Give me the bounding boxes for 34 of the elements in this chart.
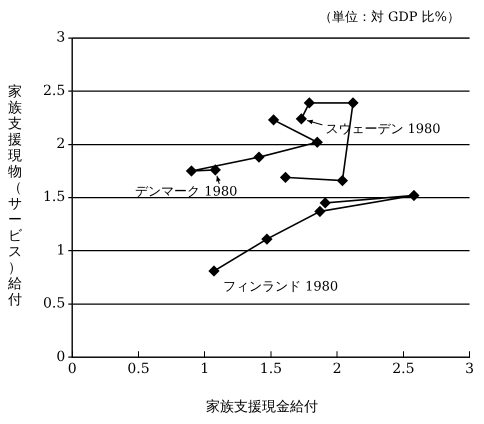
point bbox=[262, 234, 272, 244]
point bbox=[186, 166, 197, 176]
point bbox=[254, 152, 264, 162]
x-tick-label: 2 bbox=[332, 361, 342, 378]
point bbox=[312, 136, 323, 148]
y-tick-label: 2 bbox=[56, 136, 66, 152]
point bbox=[208, 266, 220, 276]
y-tick-label: 0 bbox=[56, 348, 66, 365]
y-tick-label: 1 bbox=[56, 242, 66, 258]
point bbox=[210, 164, 221, 176]
x-tick-label: 0.5 bbox=[127, 361, 150, 378]
y-tick-label: 3 bbox=[56, 30, 66, 46]
point bbox=[280, 172, 291, 183]
y-tick-label: 1.5 bbox=[43, 189, 66, 206]
point bbox=[268, 114, 279, 126]
point bbox=[348, 98, 358, 108]
x-tick-label: 2.5 bbox=[392, 361, 414, 378]
text: （単位：対 GDP 比%） bbox=[318, 9, 460, 26]
x-tick-label: 3 bbox=[465, 361, 474, 378]
annotation: デンマーク 1980 bbox=[135, 184, 238, 200]
point bbox=[296, 114, 307, 124]
point bbox=[337, 175, 348, 186]
point bbox=[314, 206, 326, 217]
point bbox=[320, 198, 330, 208]
text: 家族支援現物（サービス）給付 bbox=[8, 84, 22, 308]
point bbox=[408, 190, 420, 201]
y-tick-label: 2.5 bbox=[43, 82, 66, 99]
y-tick-label: 0.5 bbox=[43, 296, 66, 312]
x-tick-label: 1.5 bbox=[260, 361, 282, 378]
annotation: フィンランド 1980 bbox=[222, 279, 338, 294]
x-tick-label: 0 bbox=[68, 361, 77, 378]
point bbox=[304, 98, 315, 108]
x-axis-title: 家族支援現金給付 bbox=[205, 398, 319, 416]
x-tick-label: 1 bbox=[200, 361, 210, 378]
